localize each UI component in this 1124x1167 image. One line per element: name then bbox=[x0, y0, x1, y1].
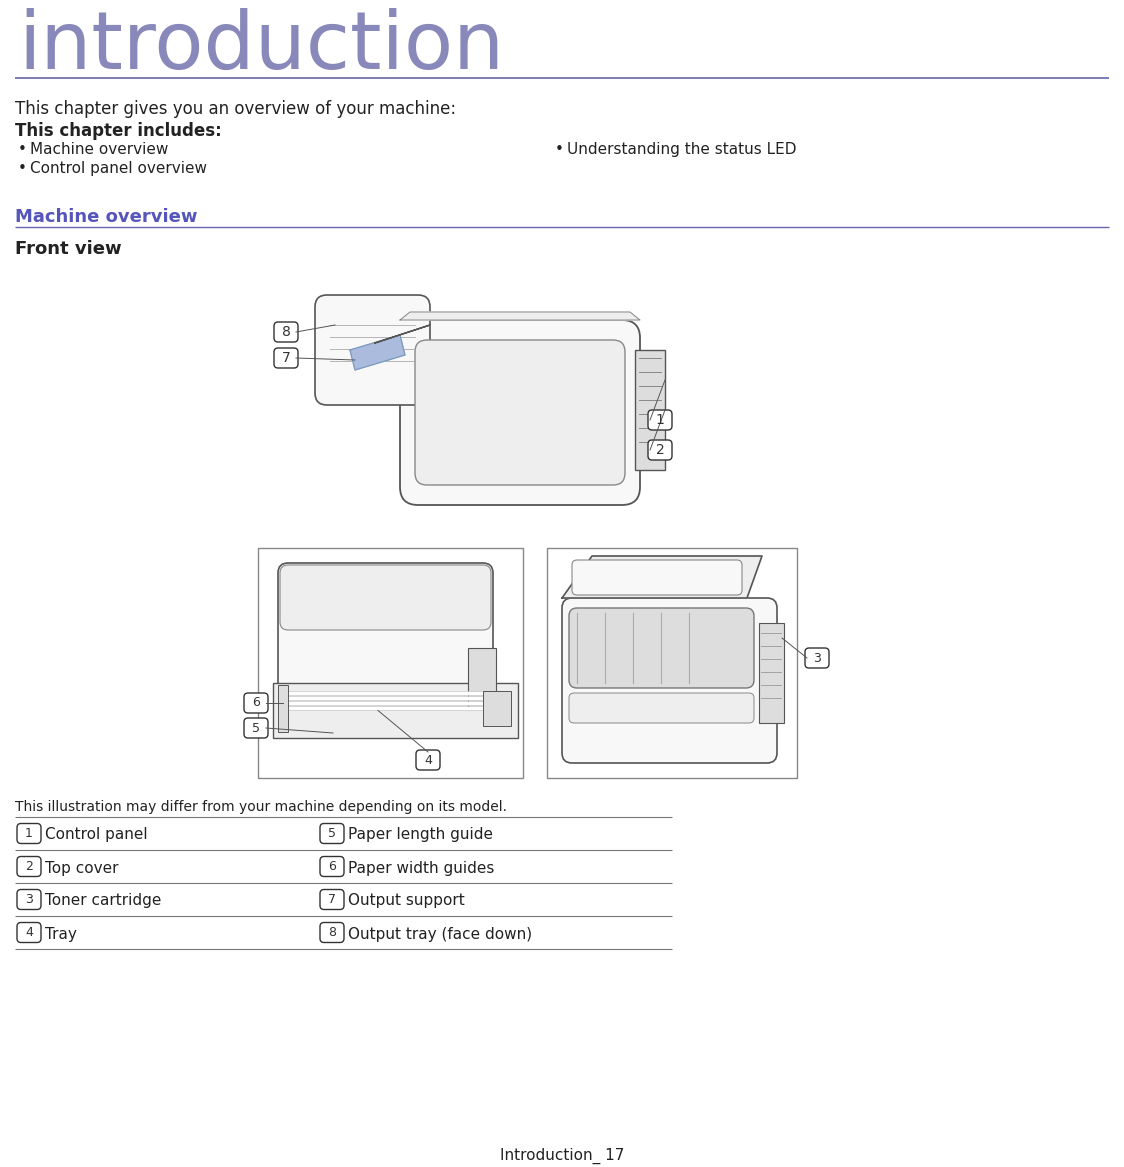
Text: Toner cartridge: Toner cartridge bbox=[45, 894, 162, 908]
Polygon shape bbox=[350, 335, 405, 370]
Text: introduction: introduction bbox=[18, 8, 505, 86]
Text: 3: 3 bbox=[813, 651, 821, 664]
Text: 1: 1 bbox=[655, 413, 664, 427]
Text: Paper width guides: Paper width guides bbox=[348, 860, 495, 875]
Bar bbox=[547, 548, 797, 778]
Text: 7: 7 bbox=[328, 893, 336, 906]
Text: This illustration may differ from your machine depending on its model.: This illustration may differ from your m… bbox=[15, 801, 507, 815]
FancyBboxPatch shape bbox=[17, 889, 40, 909]
FancyBboxPatch shape bbox=[320, 824, 344, 844]
Polygon shape bbox=[400, 312, 640, 320]
Text: 8: 8 bbox=[282, 324, 290, 338]
FancyBboxPatch shape bbox=[320, 922, 344, 943]
Text: Control panel overview: Control panel overview bbox=[30, 161, 207, 176]
FancyBboxPatch shape bbox=[569, 693, 754, 724]
Text: 4: 4 bbox=[424, 754, 432, 767]
Bar bbox=[273, 683, 518, 738]
FancyBboxPatch shape bbox=[17, 824, 40, 844]
FancyBboxPatch shape bbox=[244, 693, 268, 713]
Text: 2: 2 bbox=[25, 860, 33, 873]
FancyBboxPatch shape bbox=[400, 320, 640, 505]
FancyBboxPatch shape bbox=[320, 857, 344, 876]
FancyBboxPatch shape bbox=[416, 750, 439, 770]
FancyBboxPatch shape bbox=[278, 562, 493, 713]
Polygon shape bbox=[375, 324, 430, 343]
FancyBboxPatch shape bbox=[244, 718, 268, 738]
FancyBboxPatch shape bbox=[274, 322, 298, 342]
Text: •: • bbox=[18, 142, 27, 158]
FancyBboxPatch shape bbox=[805, 648, 830, 668]
Text: Control panel: Control panel bbox=[45, 827, 147, 843]
Bar bbox=[635, 350, 665, 470]
Text: 4: 4 bbox=[25, 925, 33, 939]
Text: This chapter includes:: This chapter includes: bbox=[15, 123, 221, 140]
FancyBboxPatch shape bbox=[562, 598, 777, 763]
FancyBboxPatch shape bbox=[572, 560, 742, 595]
FancyBboxPatch shape bbox=[274, 348, 298, 368]
FancyBboxPatch shape bbox=[17, 922, 40, 943]
FancyBboxPatch shape bbox=[280, 565, 491, 630]
Text: Machine overview: Machine overview bbox=[30, 142, 169, 158]
FancyBboxPatch shape bbox=[315, 295, 430, 405]
Text: Machine overview: Machine overview bbox=[15, 208, 198, 226]
Bar bbox=[278, 685, 288, 732]
Polygon shape bbox=[562, 555, 762, 598]
Text: Output tray (face down): Output tray (face down) bbox=[348, 927, 532, 942]
Text: Understanding the status LED: Understanding the status LED bbox=[566, 142, 797, 158]
Text: •: • bbox=[555, 142, 564, 158]
Text: 2: 2 bbox=[655, 443, 664, 457]
Bar bbox=[278, 696, 504, 700]
Bar bbox=[278, 701, 504, 705]
Bar bbox=[468, 648, 496, 708]
Text: 6: 6 bbox=[252, 697, 260, 710]
Text: Front view: Front view bbox=[15, 240, 121, 258]
Text: Top cover: Top cover bbox=[45, 860, 118, 875]
Text: 8: 8 bbox=[328, 925, 336, 939]
FancyBboxPatch shape bbox=[320, 889, 344, 909]
Bar bbox=[278, 691, 504, 696]
Text: Tray: Tray bbox=[45, 927, 76, 942]
FancyBboxPatch shape bbox=[649, 440, 672, 460]
Text: Introduction_ 17: Introduction_ 17 bbox=[500, 1148, 624, 1165]
Text: 5: 5 bbox=[328, 827, 336, 840]
Text: This chapter gives you an overview of your machine:: This chapter gives you an overview of yo… bbox=[15, 100, 456, 118]
FancyBboxPatch shape bbox=[569, 608, 754, 689]
Text: 1: 1 bbox=[25, 827, 33, 840]
Text: 6: 6 bbox=[328, 860, 336, 873]
Bar bbox=[278, 706, 504, 710]
Text: Paper length guide: Paper length guide bbox=[348, 827, 493, 843]
Text: 7: 7 bbox=[282, 351, 290, 365]
Text: •: • bbox=[18, 161, 27, 176]
Bar bbox=[483, 691, 511, 726]
Text: 3: 3 bbox=[25, 893, 33, 906]
Text: Output support: Output support bbox=[348, 894, 464, 908]
FancyBboxPatch shape bbox=[415, 340, 625, 485]
Bar bbox=[259, 548, 523, 778]
Text: 5: 5 bbox=[252, 721, 260, 734]
Bar bbox=[759, 623, 785, 724]
FancyBboxPatch shape bbox=[17, 857, 40, 876]
FancyBboxPatch shape bbox=[649, 410, 672, 429]
